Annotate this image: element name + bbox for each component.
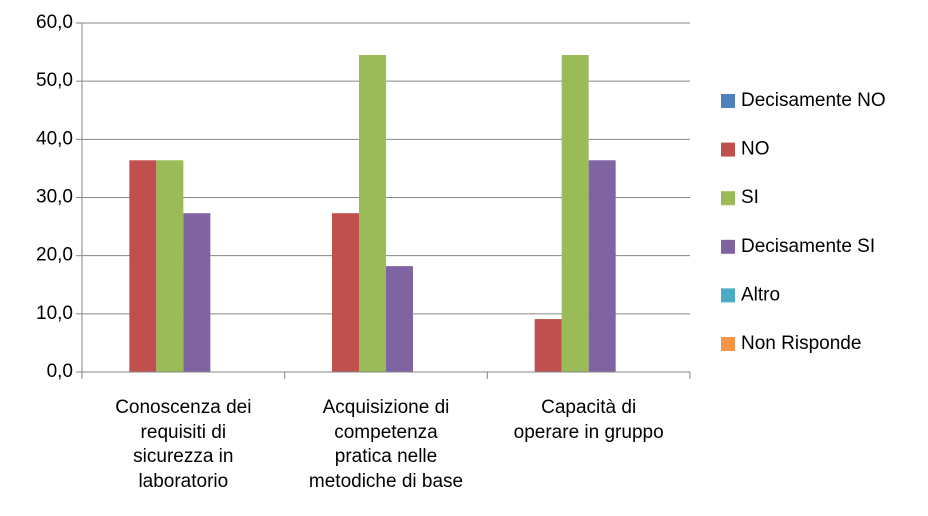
- x-tick-label: Capacità di operare in gruppo: [513, 397, 664, 443]
- y-tick-label: 0,0: [47, 361, 73, 382]
- y-tick-label: 60,0: [36, 12, 73, 33]
- legend-label: Decisamente SI: [741, 236, 875, 257]
- legend-label: Altro: [741, 284, 780, 305]
- y-tick-label: 20,0: [36, 245, 73, 266]
- bar: [156, 160, 184, 372]
- x-tick-label: Conoscenza dei requisiti di sicurezza in…: [115, 397, 252, 492]
- bar: [332, 213, 359, 372]
- legend-swatch: [721, 94, 735, 108]
- bar: [561, 54, 589, 372]
- y-tick-label: 10,0: [36, 303, 73, 324]
- legend-swatch: [721, 288, 735, 303]
- bar: [386, 266, 413, 372]
- bar: [183, 213, 211, 372]
- bar: [129, 160, 157, 372]
- bar: [359, 54, 386, 372]
- legend-swatch: [721, 337, 735, 351]
- y-tick-label: 50,0: [36, 70, 73, 91]
- x-tick-label: Acquisizione di competenza pratica nelle…: [308, 397, 464, 492]
- bar: [534, 319, 562, 372]
- bar: [588, 160, 616, 372]
- legend-label: SI: [741, 187, 759, 208]
- legend-label: Decisamente NO: [741, 90, 886, 111]
- y-tick-label: 40,0: [36, 128, 73, 149]
- legend-swatch: [721, 239, 735, 254]
- legend-swatch: [721, 191, 735, 206]
- legend-label: NO: [741, 139, 770, 160]
- y-tick-label: 30,0: [36, 187, 73, 208]
- legend-label: Non Risponde: [741, 333, 861, 354]
- legend-swatch: [721, 142, 735, 157]
